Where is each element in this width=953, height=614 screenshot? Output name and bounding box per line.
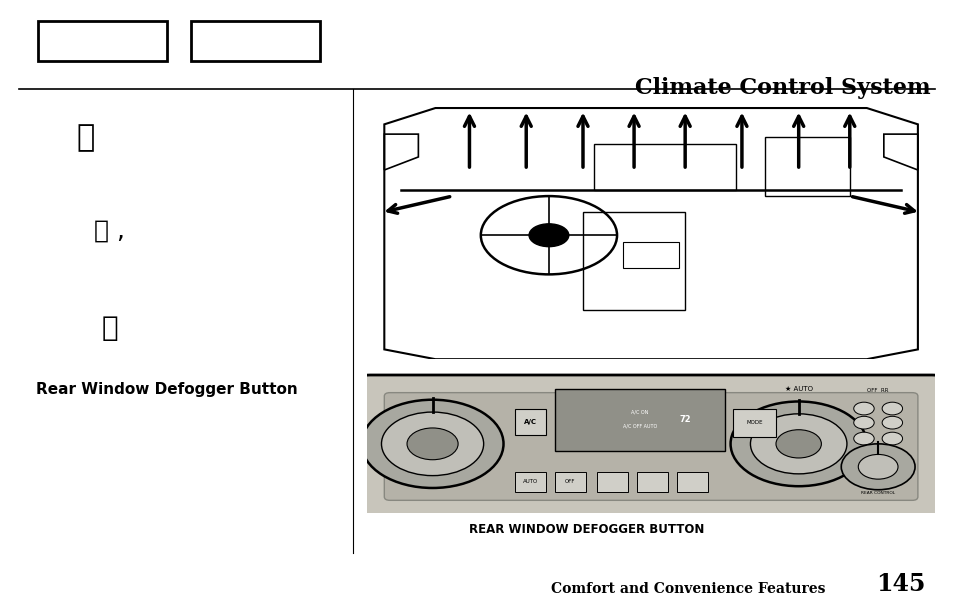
Bar (622, 242, 679, 268)
Text: 72: 72 (679, 414, 690, 424)
Circle shape (853, 416, 873, 429)
Text: A/C OFF AUTO: A/C OFF AUTO (622, 424, 657, 429)
Bar (763, 138, 849, 196)
Bar (582, 212, 684, 310)
Circle shape (407, 428, 457, 460)
Circle shape (730, 402, 866, 486)
Bar (676, 472, 707, 491)
FancyBboxPatch shape (384, 393, 917, 500)
Bar (597, 472, 628, 491)
Bar (733, 408, 775, 437)
Text: MODE: MODE (745, 420, 762, 425)
Text: A/C: A/C (523, 419, 537, 425)
Circle shape (858, 454, 897, 479)
Text: 145: 145 (875, 572, 924, 596)
Text: ★ AUTO: ★ AUTO (784, 386, 812, 392)
Bar (554, 389, 724, 451)
Circle shape (841, 444, 914, 490)
Text: Rear Window Defogger Button: Rear Window Defogger Button (36, 383, 297, 397)
Circle shape (381, 412, 483, 476)
Circle shape (882, 402, 902, 415)
Bar (594, 144, 736, 190)
Text: A/C ON: A/C ON (630, 410, 648, 414)
Text: REAR CONTROL: REAR CONTROL (861, 491, 894, 495)
Circle shape (853, 402, 873, 415)
Text: ⧗: ⧗ (76, 123, 95, 153)
Circle shape (853, 432, 873, 445)
Text: AUTO: AUTO (522, 480, 537, 484)
Text: Climate Control System: Climate Control System (634, 77, 929, 99)
Circle shape (775, 430, 821, 458)
Text: Comfort and Convenience Features: Comfort and Convenience Features (550, 581, 824, 596)
Circle shape (750, 414, 846, 474)
FancyBboxPatch shape (355, 375, 945, 516)
Circle shape (361, 400, 503, 488)
Text: OFF  RR: OFF RR (866, 389, 888, 394)
Circle shape (882, 416, 902, 429)
Bar (554, 472, 585, 491)
Text: ⧗ ,: ⧗ , (94, 218, 125, 243)
Text: ⧗: ⧗ (101, 314, 118, 343)
FancyBboxPatch shape (38, 21, 167, 61)
Bar (637, 472, 667, 491)
Bar (515, 472, 545, 491)
Text: REAR WINDOW DEFOGGER BUTTON: REAR WINDOW DEFOGGER BUTTON (469, 523, 703, 536)
Text: OFF: OFF (564, 480, 575, 484)
Circle shape (882, 432, 902, 445)
FancyBboxPatch shape (191, 21, 319, 61)
Bar (515, 408, 545, 435)
Circle shape (529, 224, 568, 247)
